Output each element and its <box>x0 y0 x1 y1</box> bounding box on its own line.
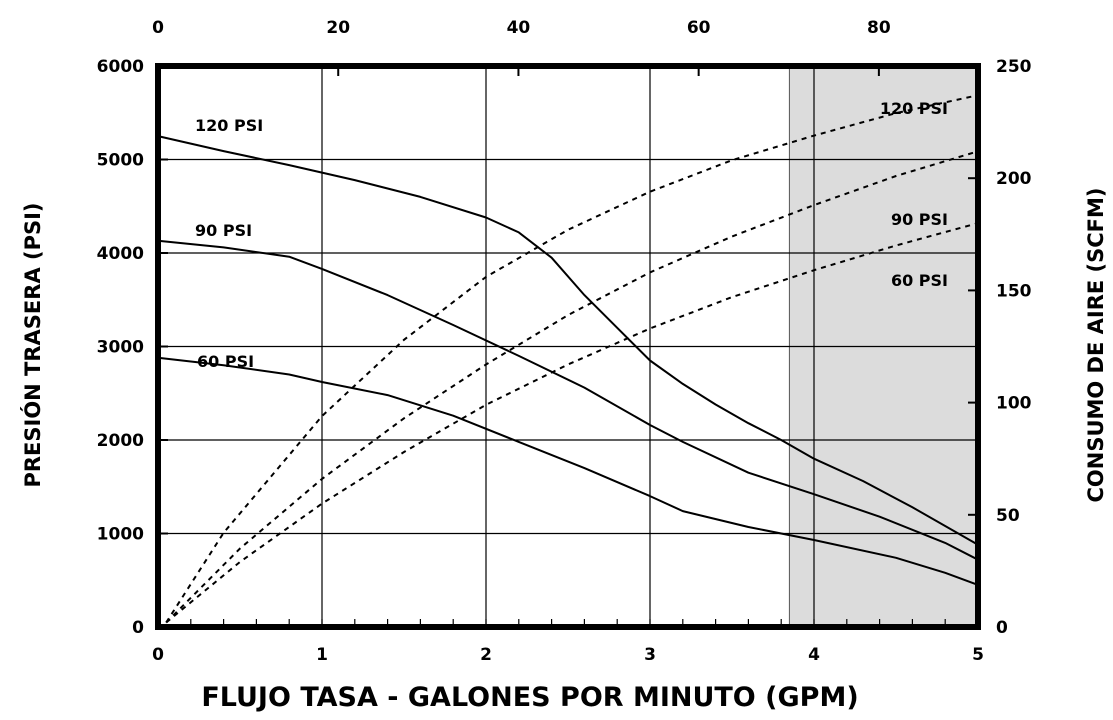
y-tick-label: 0 <box>132 618 144 638</box>
pressure-curve-label: 90 PSI <box>195 221 252 240</box>
y-tick-label: 4000 <box>97 244 144 264</box>
x-tick-label: 5 <box>972 645 984 665</box>
pressure-line-120-psi <box>157 135 979 546</box>
y2-tick-label: 100 <box>996 394 1032 414</box>
x2-tick-label: 80 <box>867 18 891 38</box>
tick-layer: 0 1 2 3 4 50 20 40 60 800100020003000400050006000… <box>97 18 1032 665</box>
x-axis-title: FLUJO TASA - GALONES POR MINUTO (GPM) <box>201 682 858 713</box>
grid-layer <box>158 66 978 627</box>
y2-tick-label: 250 <box>996 57 1032 77</box>
y2-axis-title: CONSUMO DE AIRE (SCFM) <box>1084 187 1108 502</box>
air-curve-label: 60 PSI <box>891 271 948 290</box>
y-tick-label: 6000 <box>97 57 144 77</box>
curve-label-layer: 120 PSI 90 PSI 60 PSI 120 PSI 90 PSI 60 PSI <box>195 99 948 371</box>
y2-tick-label: 200 <box>996 169 1032 189</box>
x2-tick-label: 20 <box>326 18 350 38</box>
y-tick-label: 3000 <box>97 338 144 358</box>
y2-tick-label: 50 <box>996 506 1020 526</box>
x-tick-label: 3 <box>644 645 656 665</box>
y2-tick-label: 0 <box>996 618 1008 638</box>
y2-tick-label: 150 <box>996 281 1032 301</box>
x2-tick-label: 0 <box>152 18 164 38</box>
air-curve-label: 120 PSI <box>880 99 948 118</box>
x-tick-label: 0 <box>152 645 164 665</box>
air-line-60-psi <box>165 222 979 624</box>
x2-tick-label: 60 <box>687 18 711 38</box>
pressure-line-90-psi <box>157 239 979 561</box>
y-axis-title: PRESIÓN TRASERA (PSI) <box>20 202 45 487</box>
air-curve-label: 90 PSI <box>891 210 948 229</box>
pressure-curve-label: 60 PSI <box>197 352 254 371</box>
x2-tick-label: 40 <box>507 18 531 38</box>
y-tick-label: 1000 <box>97 525 144 545</box>
air-line-120-psi <box>165 94 979 624</box>
x-tick-label: 1 <box>316 645 328 665</box>
y-tick-label: 5000 <box>97 151 144 171</box>
pressure-line-60-psi <box>157 356 979 586</box>
series-layer <box>157 94 979 624</box>
pressure-curve-label: 120 PSI <box>195 116 263 135</box>
x-tick-label: 2 <box>480 645 492 665</box>
y-tick-label: 2000 <box>97 431 144 451</box>
x-tick-label: 4 <box>808 645 820 665</box>
